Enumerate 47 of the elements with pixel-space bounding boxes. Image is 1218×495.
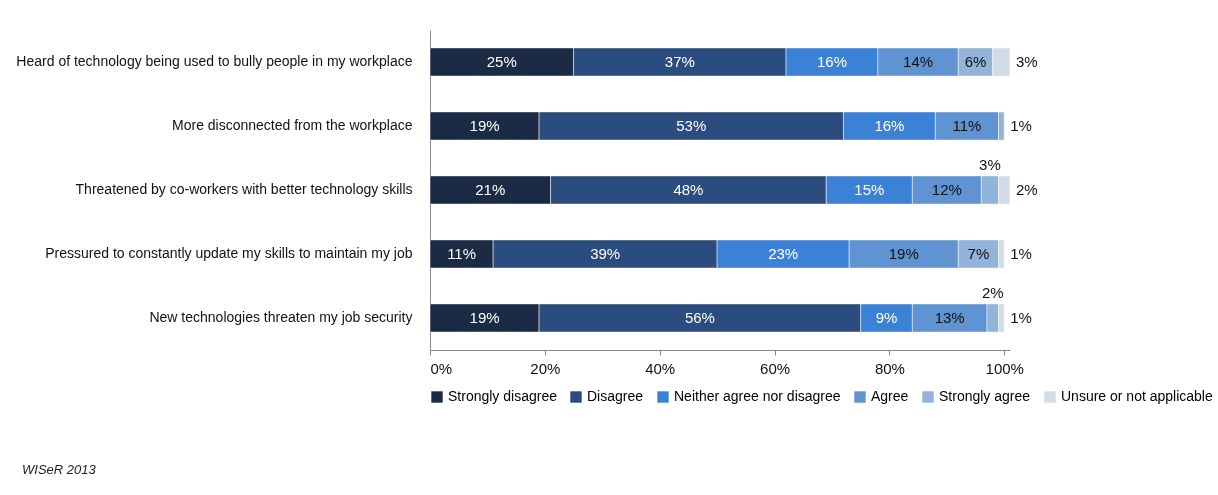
data-label: 1% [1010, 309, 1032, 326]
y-tick-label: New technologies threaten my job security [149, 309, 413, 325]
data-label: 12% [931, 181, 962, 198]
data-label: 37% [664, 53, 695, 70]
data-label: 19% [888, 245, 919, 262]
data-label: 16% [816, 53, 847, 70]
data-label: 11% [447, 245, 477, 262]
x-tick-label: 80% [874, 359, 905, 377]
data-label: 6% [964, 53, 987, 70]
y-tick-label: Heard of technology being used to bully people in my workplace [16, 53, 413, 69]
x-tick-label: 100% [985, 359, 1024, 377]
data-label: 19% [469, 309, 500, 326]
data-label: 13% [934, 309, 965, 326]
data-label: 9% [875, 309, 898, 326]
legend-label: Strongly agree [939, 388, 1031, 404]
x-tick-label: 40% [645, 359, 676, 377]
data-label: 25% [486, 53, 517, 70]
y-tick-label: Pressured to constantly update my skills to maintain my job [45, 245, 413, 261]
data-label: 1% [1010, 245, 1032, 262]
legend-label: Strongly disagree [448, 388, 558, 404]
x-tick-label: 60% [760, 359, 791, 377]
x-tick-label: 0% [430, 359, 453, 377]
data-label: 21% [475, 181, 506, 198]
data-label: 39% [590, 245, 621, 262]
y-tick-label: More disconnected from the workplace [172, 117, 413, 133]
data-label: 11% [952, 117, 982, 134]
legend-label: Neither agree nor disagree [674, 388, 841, 404]
text: WISeR 2013 [22, 462, 96, 477]
data-label: 19% [469, 117, 500, 134]
data-label: 48% [673, 181, 704, 198]
data-label: 16% [874, 117, 905, 134]
data-label: 2% [1016, 181, 1038, 198]
data-label: 14% [903, 53, 934, 70]
legend-label: Disagree [587, 388, 644, 404]
legend-label: Agree [871, 388, 909, 404]
data-label: 3% [1016, 53, 1038, 70]
data-label: 56% [684, 309, 715, 326]
y-tick-label: Threatened by co-workers with better technology skills [75, 181, 413, 197]
data-label: 1% [1010, 117, 1032, 134]
data-label: 7% [967, 245, 990, 262]
data-label: 15% [854, 181, 885, 198]
data-label: 53% [676, 117, 707, 134]
legend-label: Unsure or not applicable [1061, 388, 1213, 404]
x-tick-label: 20% [530, 359, 561, 377]
data-label: 3% [979, 156, 1001, 173]
data-label: 2% [981, 284, 1004, 301]
data-label: 23% [768, 245, 799, 262]
